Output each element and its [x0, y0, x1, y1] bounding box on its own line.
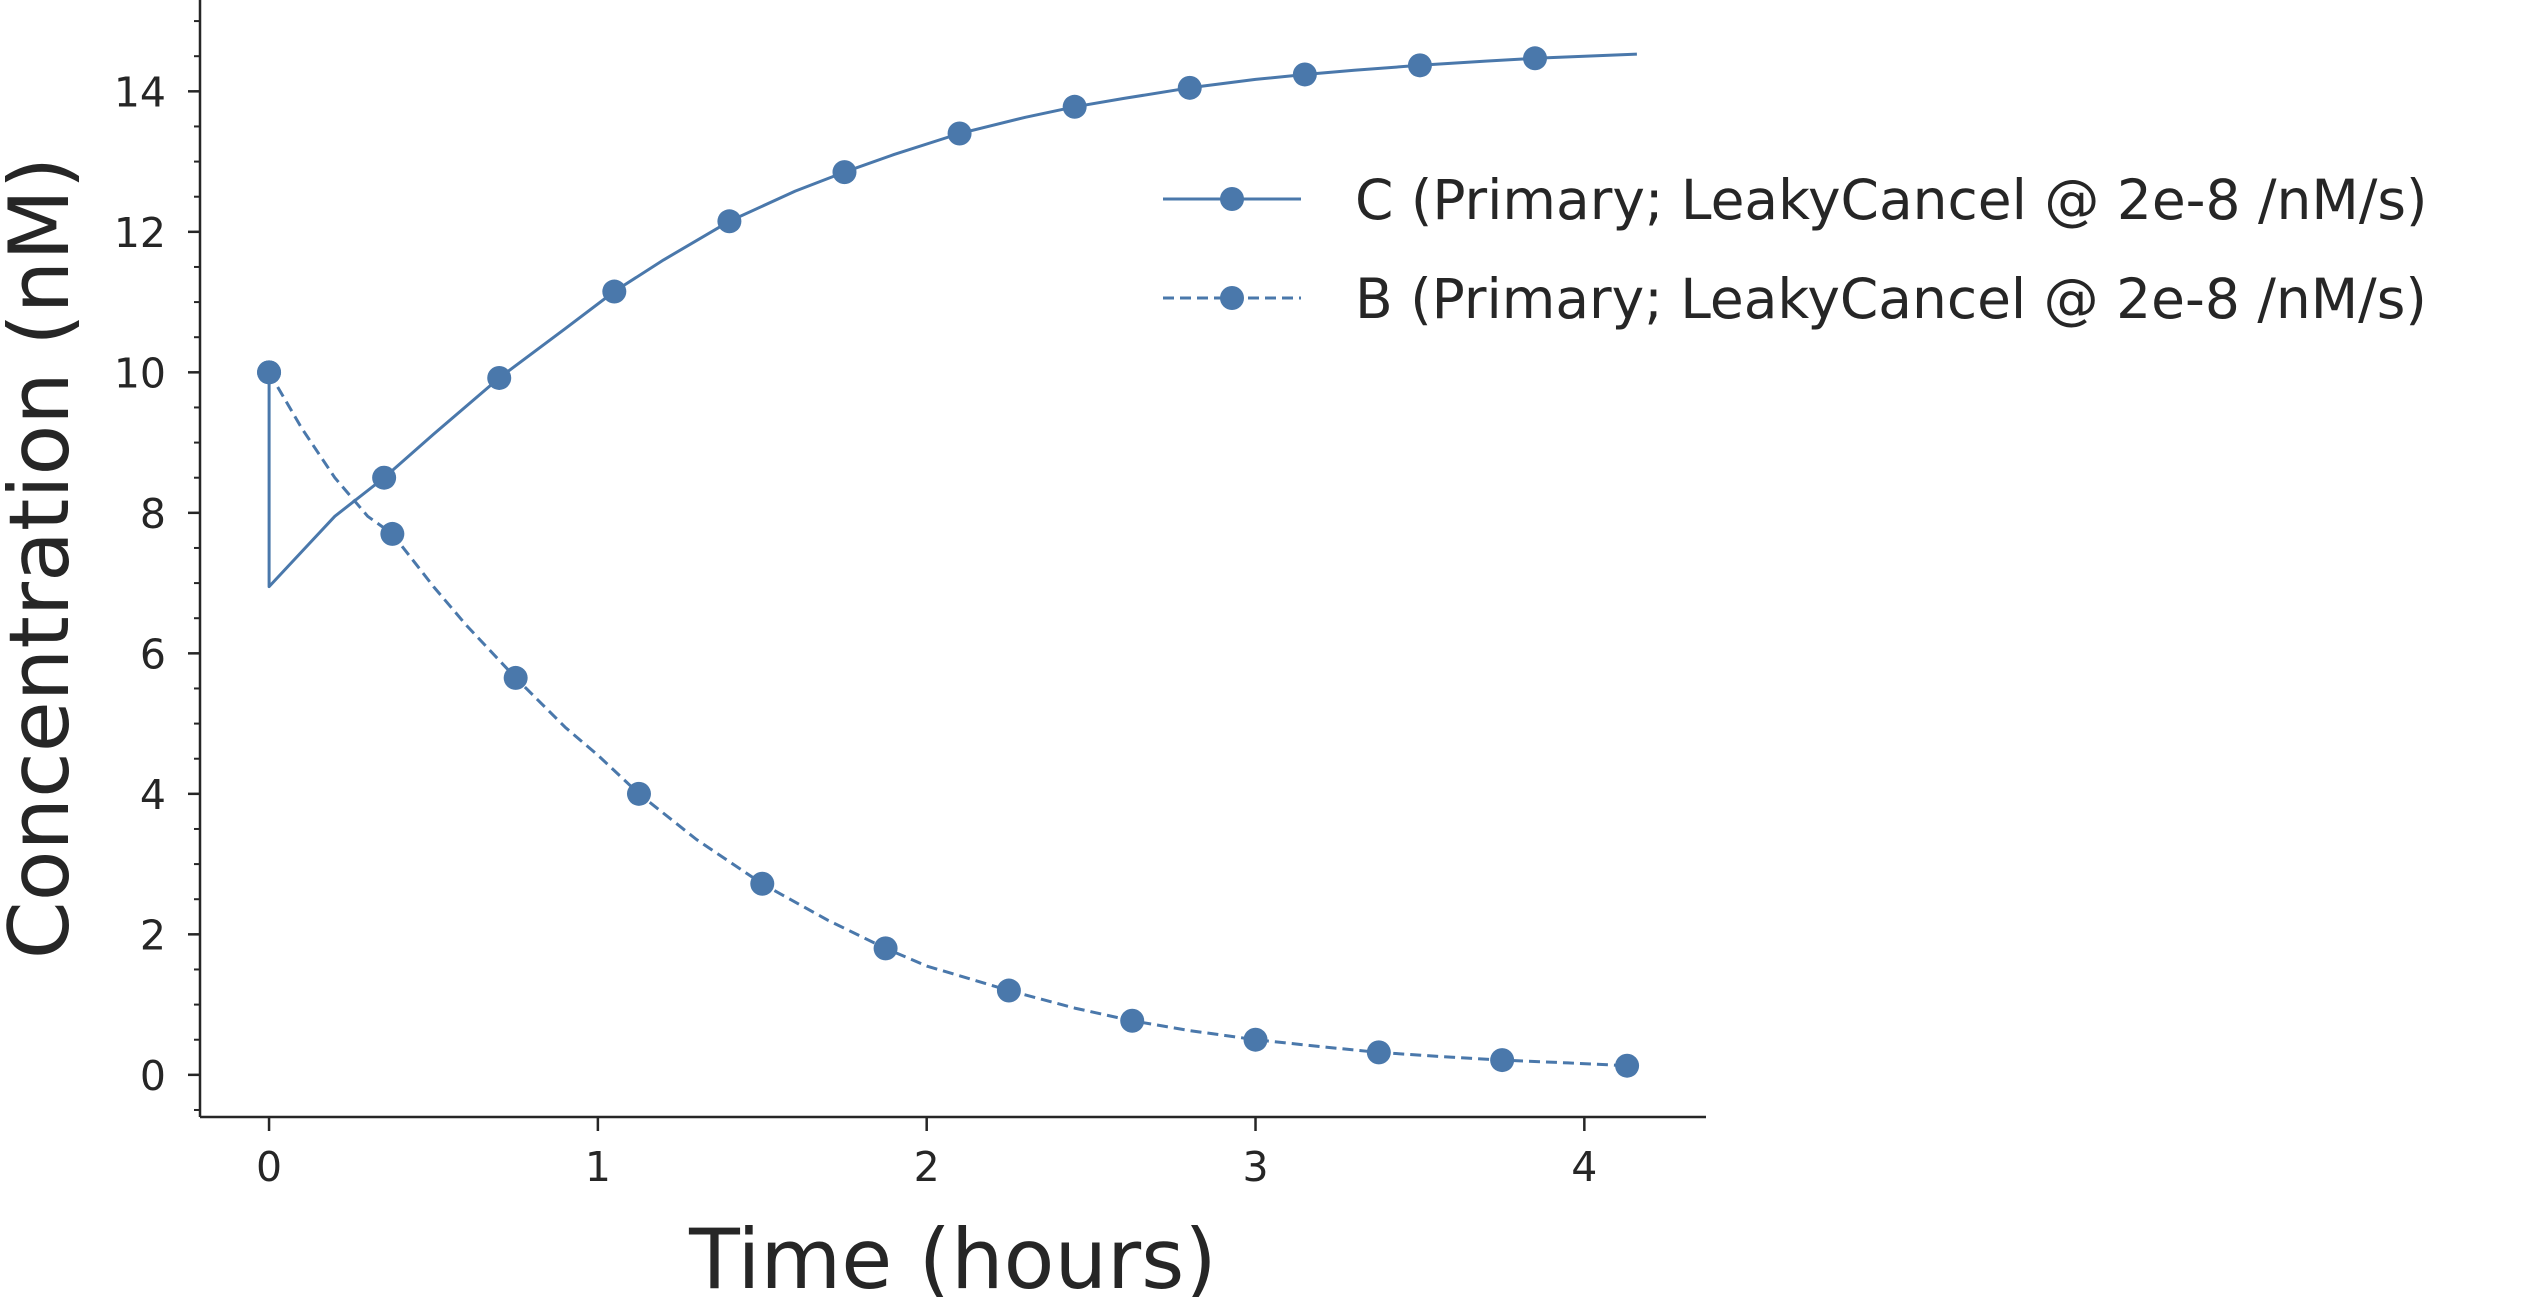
y-tick-label: 2 [140, 911, 166, 959]
data-point [626, 781, 651, 806]
x-ticks: 0 1 2 3 4 [256, 1117, 1597, 1191]
series-line [267, 52, 1637, 589]
y-tick-label: 6 [140, 630, 166, 678]
series-line [267, 371, 1628, 1068]
data-point [257, 360, 282, 385]
data-point [503, 665, 528, 690]
series-b [257, 360, 1640, 1078]
y-tick-label: 0 [140, 1052, 166, 1100]
data-point [1292, 62, 1317, 87]
x-tick-label: 1 [585, 1143, 611, 1191]
data-point [996, 978, 1021, 1003]
legend: C (Primary; LeakyCancel @ 2e-8 /nM/s) B … [1163, 168, 2427, 331]
y-tick-label: 14 [114, 68, 166, 116]
legend-label: B (Primary; LeakyCancel @ 2e-8 /nM/s) [1355, 267, 2427, 331]
y-tick-label: 12 [114, 209, 166, 257]
series-layer [257, 46, 1640, 1078]
data-point [372, 465, 397, 490]
y-tick-label: 10 [114, 349, 166, 397]
legend-entry: C (Primary; LeakyCancel @ 2e-8 /nM/s) [1163, 168, 2427, 232]
x-axis-title: Time (hours) [688, 1211, 1217, 1297]
x-tick-label: 2 [914, 1143, 940, 1191]
legend-marker-swatch [1220, 187, 1244, 211]
data-point [380, 521, 405, 546]
y-ticks: 0 2 4 6 8 10 12 14 [114, 68, 200, 1100]
data-point [1177, 75, 1202, 100]
x-tick-label: 3 [1242, 1143, 1268, 1191]
data-point [1120, 1008, 1145, 1033]
data-point [873, 936, 898, 961]
data-point [832, 160, 857, 185]
data-point [1243, 1027, 1268, 1052]
data-point [1407, 53, 1432, 78]
y-tick-label: 8 [140, 490, 166, 538]
data-point [1366, 1040, 1391, 1065]
data-point [717, 209, 742, 234]
x-tick-label: 4 [1571, 1143, 1597, 1191]
data-point [1062, 94, 1087, 119]
data-point [1523, 46, 1548, 71]
data-point [487, 365, 512, 390]
legend-marker-swatch [1220, 286, 1244, 310]
data-point [602, 279, 627, 304]
data-point [1490, 1048, 1515, 1073]
data-point [1615, 1053, 1640, 1078]
legend-entry: B (Primary; LeakyCancel @ 2e-8 /nM/s) [1163, 267, 2427, 331]
y-axis-title: Concentration (nM) [0, 157, 88, 960]
data-point [750, 871, 775, 896]
data-point [947, 121, 972, 146]
x-tick-label: 0 [256, 1143, 282, 1191]
legend-label: C (Primary; LeakyCancel @ 2e-8 /nM/s) [1355, 168, 2427, 232]
y-tick-label: 4 [140, 771, 166, 819]
